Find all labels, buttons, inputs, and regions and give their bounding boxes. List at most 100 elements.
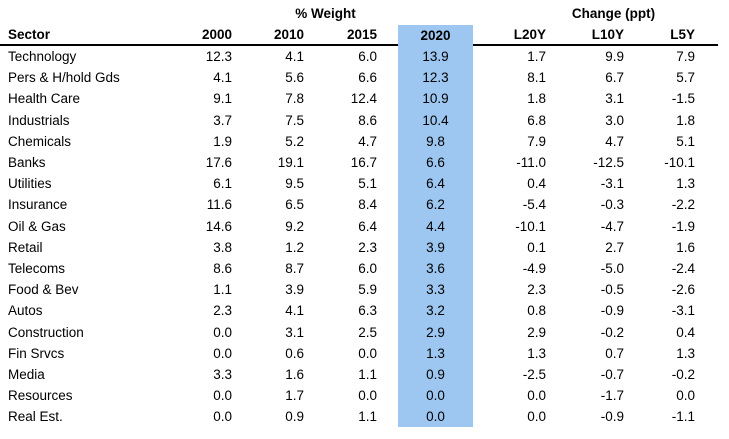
value-cell: 12.3: [205, 49, 232, 65]
value-cell-highlighted: 6.6: [398, 151, 474, 174]
value-cell: -11.0: [516, 155, 547, 171]
value-cell: 6.0: [358, 49, 377, 65]
value-cell: 7.9: [527, 133, 547, 149]
table-row: Chemicals 1.9 5.2 4.7 9.8 7.9 4.7 5.1: [0, 130, 718, 152]
row-spacer: [380, 258, 398, 279]
table-row: Utilities 6.1 9.5 5.1 6.4 0.4 -3.1 1.3: [0, 173, 718, 195]
value-cell-highlighted: 10.4: [398, 109, 474, 131]
column-header-2015: 2015: [307, 25, 380, 46]
column-header-l20y: L20Y: [473, 25, 551, 46]
value-cell: 5.7: [676, 70, 696, 86]
row-spacer: [380, 131, 398, 152]
value-cell-highlighted: 6.2: [398, 194, 474, 216]
value-cell-highlighted: 3.9: [398, 236, 474, 258]
value-cell: -10.1: [515, 218, 547, 234]
value-cell: 5.1: [676, 133, 696, 149]
value-cell: 0.1: [527, 239, 547, 255]
value-cell: 3.7: [213, 112, 232, 128]
sector-label: Food & Bev: [8, 282, 79, 298]
value-cell-highlighted: 3.2: [398, 300, 474, 322]
value-cell: 8.7: [285, 260, 304, 276]
row-spacer: [380, 194, 398, 215]
value-cell: -1.7: [600, 388, 625, 404]
value-cell: 14.6: [205, 218, 232, 234]
sector-label: Telecoms: [8, 260, 66, 276]
value-cell-highlighted: 12.3: [398, 67, 474, 89]
value-cell: 5.2: [285, 133, 304, 149]
row-spacer: [380, 406, 398, 427]
row-spacer: [380, 152, 398, 173]
value-cell: 1.6: [676, 239, 696, 255]
value-cell: 1.9: [213, 133, 232, 149]
value-cell: 2.3: [213, 303, 232, 319]
column-header-sector: Sector: [0, 25, 162, 46]
value-cell: -2.6: [671, 282, 696, 298]
value-cell: 1.7: [285, 388, 304, 404]
value-cell: -0.7: [600, 366, 625, 382]
value-cell: 8.4: [358, 197, 377, 213]
column-header-2010: 2010: [235, 25, 307, 46]
table-row: Fin Srvcs 0.0 0.6 0.0 1.3 1.3 0.7 1.3: [0, 342, 718, 364]
value-cell: 7.5: [285, 112, 304, 128]
table-row: Autos 2.3 4.1 6.3 3.2 0.8 -0.9 -3.1: [0, 300, 718, 322]
value-cell: 1.1: [358, 366, 377, 382]
value-cell: 1.6: [285, 366, 304, 382]
value-cell: 0.0: [213, 388, 232, 404]
value-cell: 5.1: [358, 176, 377, 192]
sector-label: Technology: [8, 49, 77, 65]
sector-label: Pers & H/hold Gds: [8, 70, 120, 86]
table-row: Real Est. 0.0 0.9 1.1 0.0 0.0 -0.9 -1.1: [0, 406, 718, 428]
value-cell-highlighted: 3.3: [398, 279, 474, 301]
value-cell: -0.9: [600, 303, 625, 319]
sector-label: Utilities: [8, 176, 52, 192]
value-cell: 11.6: [206, 197, 232, 213]
sector-label: Oil & Gas: [8, 218, 66, 234]
value-cell: 3.3: [213, 366, 232, 382]
value-cell: -4.7: [600, 218, 625, 234]
value-cell: 9.5: [285, 176, 304, 192]
table-row: Health Care 9.1 7.8 12.4 10.9 1.8 3.1 -1.5: [0, 88, 718, 110]
sector-label: Media: [8, 366, 45, 382]
value-cell: 0.0: [358, 388, 377, 404]
value-cell: 0.8: [527, 303, 547, 319]
table-body: Technology 12.3 4.1 6.0 13.9 1.7 9.9 7.9 Pers & …: [0, 45, 718, 428]
value-cell: 0.4: [676, 324, 696, 340]
value-cell: -0.5: [600, 282, 625, 298]
value-cell: 4.1: [285, 49, 304, 65]
row-spacer: [380, 385, 398, 406]
value-cell-highlighted: 4.4: [398, 215, 474, 237]
column-header-2020-highlighted: 2020: [398, 25, 474, 45]
sector-label: Retail: [8, 239, 43, 255]
value-cell-highlighted: 6.4: [398, 173, 474, 195]
value-cell: -10.1: [664, 155, 696, 171]
table-row: Banks 17.6 19.1 16.7 6.6 -11.0 -12.5 -10.1: [0, 151, 718, 174]
table-row: Construction 0.0 3.1 2.5 2.9 2.9 -0.2 0.4: [0, 321, 718, 343]
value-cell: -1.5: [671, 91, 696, 107]
value-cell: 0.7: [605, 345, 625, 361]
table-row: Retail 3.8 1.2 2.3 3.9 0.1 2.7 1.6: [0, 236, 718, 258]
row-spacer: [380, 110, 398, 131]
sector-label: Real Est.: [8, 409, 63, 425]
table-row: Insurance 11.6 6.5 8.4 6.2 -5.4 -0.3 -2.2: [0, 194, 718, 216]
sector-label: Banks: [8, 155, 46, 171]
value-cell: 6.5: [285, 197, 304, 213]
column-header-row: Sector 2000 2010 2015 2020 L20Y L10Y L5Y: [0, 25, 719, 46]
value-cell: -0.3: [600, 197, 625, 213]
value-cell: 7.8: [285, 91, 304, 107]
value-cell: 19.1: [277, 155, 304, 171]
value-cell: 0.0: [527, 388, 547, 404]
value-cell: 1.3: [676, 345, 696, 361]
value-cell: 0.0: [358, 345, 377, 361]
table-row: Media 3.3 1.6 1.1 0.9 -2.5 -0.7 -0.2: [0, 363, 718, 385]
column-header-gap: [380, 25, 398, 46]
sector-label: Construction: [8, 324, 84, 340]
value-cell: 0.0: [213, 409, 232, 425]
value-cell: 9.9: [605, 49, 625, 65]
table-row: Food & Bev 1.1 3.9 5.9 3.3 2.3 -0.5 -2.6: [0, 279, 718, 301]
value-cell: 6.7: [605, 70, 625, 86]
value-cell: -0.9: [600, 409, 625, 425]
value-cell: 0.0: [676, 388, 696, 404]
value-cell: 8.6: [358, 112, 377, 128]
row-spacer: [380, 343, 398, 364]
